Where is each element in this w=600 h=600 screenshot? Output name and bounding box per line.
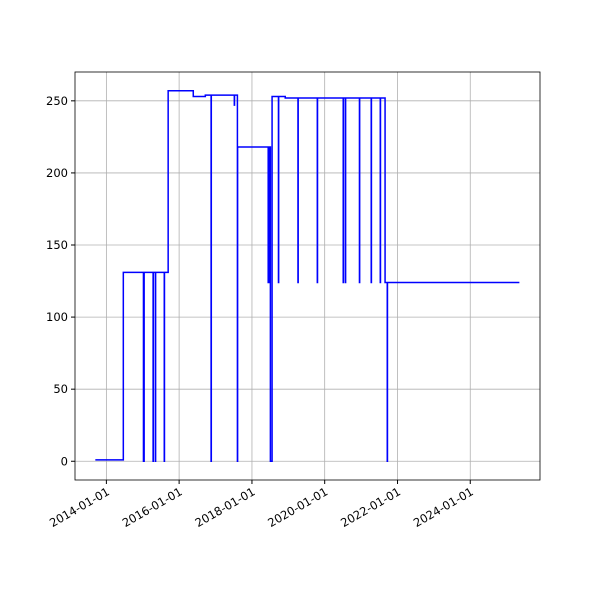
x-tick-label: 2020-01-01	[265, 484, 330, 530]
y-tick-label: 100	[46, 310, 68, 324]
plot-frame	[74, 71, 541, 481]
data-line	[95, 89, 520, 463]
y-tick-label: 50	[53, 382, 68, 396]
y-tick-label: 200	[46, 166, 68, 180]
y-tick-label: 250	[46, 94, 68, 108]
x-tick-label: 2022-01-01	[338, 484, 403, 530]
y-tick-label: 0	[61, 454, 68, 468]
x-tick-label: 2016-01-01	[120, 484, 185, 530]
x-tick-label: 2024-01-01	[411, 484, 476, 530]
y-tick-label: 150	[46, 238, 68, 252]
x-tick-label: 2014-01-01	[47, 484, 112, 530]
x-tick-label: 2018-01-01	[193, 484, 258, 530]
